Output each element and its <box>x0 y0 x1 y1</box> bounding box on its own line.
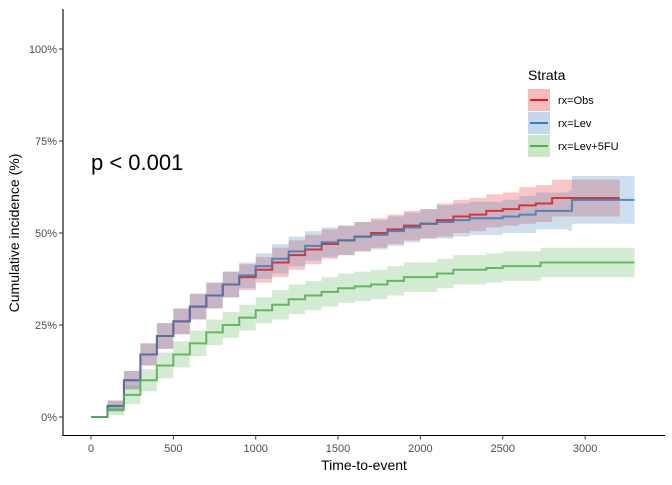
p-value-annotation: p < 0.001 <box>91 150 183 175</box>
x-axis-ticks: 0 500 1000 1500 2000 2500 3000 <box>88 435 597 455</box>
y-tick-label: 100% <box>29 44 57 56</box>
y-tick-label: 50% <box>35 228 57 240</box>
x-tick-label: 500 <box>164 443 182 455</box>
y-axis-label: Cumulative incidence (%) <box>6 154 22 313</box>
x-tick-label: 2500 <box>491 443 515 455</box>
y-axis-ticks: 0% 25% 50% 75% 100% <box>29 44 63 424</box>
x-tick-label: 0 <box>88 443 94 455</box>
confidence-band-2 <box>91 247 635 417</box>
legend: Strata rx=Obs rx=Lev rx=Lev+5FU <box>528 67 619 157</box>
x-tick-label: 1000 <box>243 443 267 455</box>
x-tick-label: 1500 <box>326 443 350 455</box>
legend-label: rx=Obs <box>558 95 594 107</box>
incidence-curves <box>91 197 635 418</box>
x-axis-label: Time-to-event <box>321 457 407 473</box>
legend-title: Strata <box>528 67 566 83</box>
y-tick-label: 25% <box>35 320 57 332</box>
series-line-2 <box>91 261 635 418</box>
legend-label: rx=Lev+5FU <box>558 141 619 153</box>
y-tick-label: 0% <box>41 412 57 424</box>
x-tick-label: 2000 <box>408 443 432 455</box>
series-line-1 <box>91 198 635 418</box>
y-tick-label: 75% <box>35 136 57 148</box>
legend-label: rx=Lev <box>558 118 592 130</box>
x-tick-label: 3000 <box>573 443 597 455</box>
confidence-bands <box>91 175 635 417</box>
confidence-band-0 <box>91 179 620 417</box>
